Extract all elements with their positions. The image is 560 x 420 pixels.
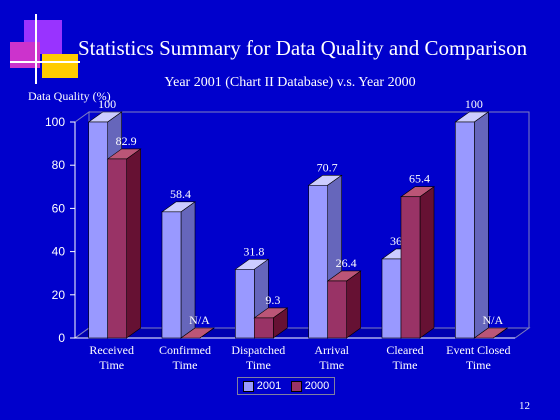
data-label-2000-4: 65.4 [409,172,430,186]
x-tick-label: Confirmed [159,343,211,357]
data-label-2001-1: 58.4 [170,187,191,201]
data-label-2000-1: N/A [189,313,210,327]
y-tick-label: 100 [45,115,65,129]
bar-2000-2 [253,307,289,339]
bar-side-face [199,327,215,339]
page-number: 12 [519,400,530,412]
bar-side-face [493,327,508,339]
bar-front-face [235,269,255,339]
legend-label-2001: 2001 [256,380,282,392]
bar-2000-4 [400,186,435,339]
y-tick-label: 40 [52,245,66,259]
data-label-2000-3: 26.4 [336,256,357,270]
bar-front-face [455,121,475,339]
x-tick-label: Time [173,358,198,372]
x-tick-label: Time [393,358,418,372]
chart-legend: 2001 2000 [237,377,335,395]
legend-swatch-2001 [242,380,254,392]
data-label-2000-5: N/A [482,313,503,327]
x-tick-label: Time [99,358,124,372]
bar-side-face [346,270,361,339]
bar-front-face [161,211,182,339]
bar-front-face [381,258,402,339]
bar-front-face [88,121,108,339]
x-tick-label: Arrival [314,343,349,357]
y-tick-label: 60 [52,201,66,215]
x-tick-label: Event Closed [446,343,510,357]
bar-2000-1 [180,327,215,339]
legend-swatch-2000 [290,380,302,392]
bar-2001-5 [454,111,490,339]
y-tick-label: 0 [58,331,65,345]
bar-front-face [254,317,274,339]
chart-side-wall [74,111,90,339]
bar-2000-0 [106,148,142,339]
bar-side-face [126,148,141,339]
bar-2000-3 [326,270,362,339]
x-tick-label: Time [246,358,271,372]
bar-side-face [474,111,489,339]
bar-front-face [327,280,347,339]
data-label-2001-2: 31.8 [243,244,264,258]
bar-side-face [419,186,435,339]
y-tick-label: 20 [52,288,66,302]
logo-icon [10,14,80,84]
bar-front-face [107,158,127,339]
bar-2000-5 [473,327,509,339]
legend-item-2001: 2001 [242,380,282,392]
chart-title: Year 2001 (Chart II Database) v.s. Year … [164,75,416,90]
data-label-2000-0: 82.9 [116,134,137,148]
y-tick-label: 80 [52,158,66,172]
data-label-2001-3: 70.7 [317,160,338,174]
x-tick-label: Time [319,358,344,372]
bar-front-face [308,184,328,339]
x-tick-label: Dispatched [231,343,285,357]
data-label-2000-2: 9.3 [265,293,280,307]
x-tick-label: Cleared [386,343,423,357]
data-label-2001-0: 100 [98,97,116,111]
x-tick-label: Received [89,343,134,357]
data-label-2001-5: 100 [465,97,483,111]
bar-2001-1 [161,201,196,339]
x-tick-label: Time [466,358,491,372]
legend-item-2000: 2000 [290,380,330,392]
slide-title: Statistics Summary for Data Quality and … [78,36,528,60]
bar-front-face [400,196,421,339]
legend-label-2000: 2000 [304,380,330,392]
y-axis-label: Data Quality (%) [28,89,111,103]
